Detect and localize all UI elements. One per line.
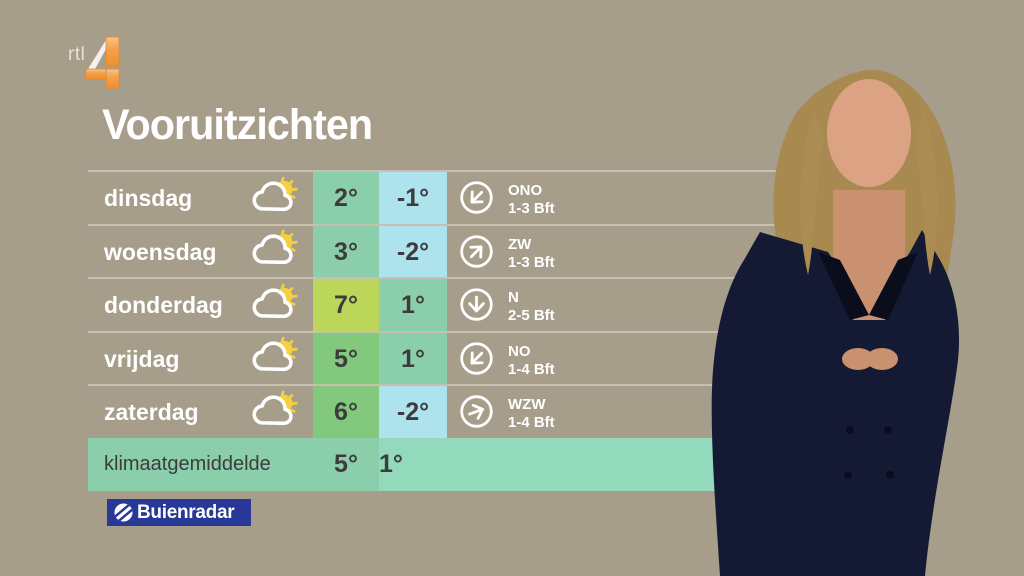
- svg-text:rtl: rtl: [68, 44, 85, 65]
